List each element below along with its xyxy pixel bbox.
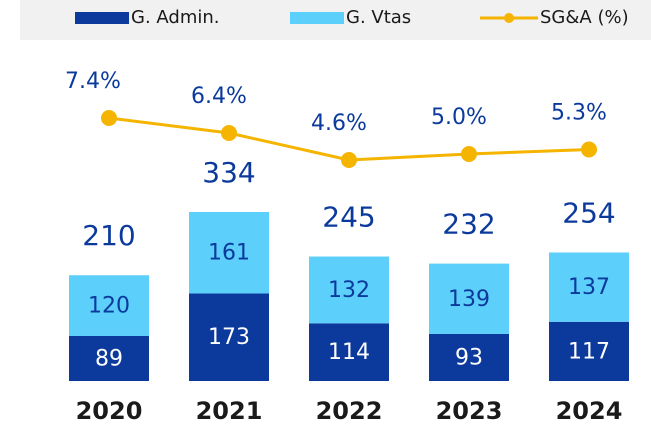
legend-swatch xyxy=(290,12,344,24)
line-value-label: 5.0% xyxy=(431,105,487,130)
line-marker xyxy=(221,125,237,141)
line-value-label: 6.4% xyxy=(191,84,247,109)
segment-label: 117 xyxy=(568,339,610,364)
segment-label: 132 xyxy=(328,278,370,303)
total-label: 254 xyxy=(562,196,615,229)
bar-segment xyxy=(549,252,629,322)
x-tick-label: 2024 xyxy=(556,397,623,425)
bar-segment xyxy=(309,256,389,324)
bar-segment xyxy=(189,212,269,294)
legend-label: G. Admin. xyxy=(131,7,219,28)
line-marker xyxy=(101,110,117,126)
line-value-label: 5.3% xyxy=(551,101,607,126)
segment-label: 173 xyxy=(208,325,250,350)
bar-segment xyxy=(429,263,509,334)
total-label: 232 xyxy=(442,208,495,241)
x-tick-label: 2022 xyxy=(316,397,383,425)
segment-label: 89 xyxy=(95,346,123,371)
bar-segment xyxy=(189,293,269,381)
line-value-label: 4.6% xyxy=(311,111,367,136)
line-marker xyxy=(581,141,597,158)
total-label: 245 xyxy=(322,201,375,234)
line-value-label: 7.4% xyxy=(65,69,121,94)
x-tick-label: 2020 xyxy=(76,397,143,425)
x-tick-label: 2023 xyxy=(436,397,503,425)
legend-marker xyxy=(504,13,514,23)
legend-swatch xyxy=(75,12,129,24)
line-marker xyxy=(341,152,357,168)
bar-segment xyxy=(69,335,149,381)
segment-label: 161 xyxy=(208,241,250,266)
segment-label: 137 xyxy=(568,275,610,300)
bar-segment xyxy=(429,333,509,381)
bar-segment xyxy=(69,275,149,336)
bar-segment xyxy=(309,323,389,381)
legend-label: G. Vtas xyxy=(346,7,411,28)
legend-label: SG&A (%) xyxy=(540,7,629,28)
line-marker xyxy=(461,146,477,162)
bar-segment xyxy=(549,321,629,381)
segment-label: 139 xyxy=(448,287,490,312)
segment-label: 114 xyxy=(328,340,370,365)
total-label: 210 xyxy=(82,219,135,252)
segment-label: 93 xyxy=(455,345,483,370)
total-label: 334 xyxy=(202,156,255,189)
segment-label: 120 xyxy=(88,294,130,319)
x-tick-label: 2021 xyxy=(196,397,263,425)
